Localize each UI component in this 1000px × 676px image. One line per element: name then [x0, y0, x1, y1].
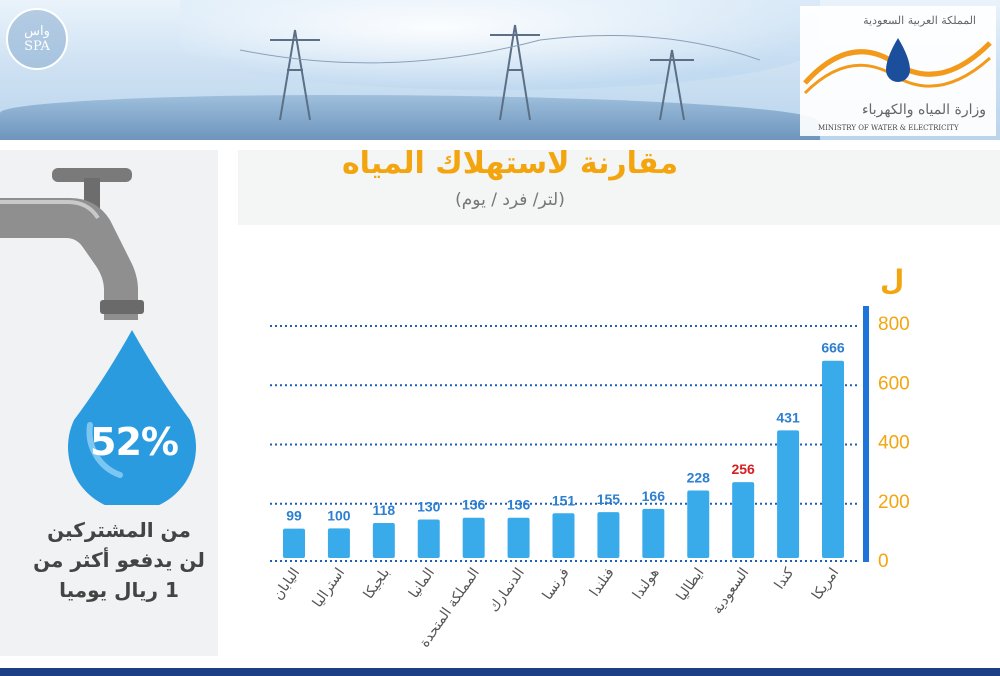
spa-logo-arabic: واس [24, 24, 50, 39]
bar-value-label: 136 [462, 497, 486, 513]
bar-value-label: 136 [507, 497, 531, 513]
title-band [238, 150, 1000, 225]
category-label: فنلندا [587, 565, 618, 600]
caption-line: لن يدفعو أكثر من [33, 548, 205, 572]
category-label: امريكا [809, 565, 842, 603]
bar-value-label: 99 [286, 508, 302, 524]
power-tower-icon [240, 24, 760, 120]
category-label: هولندا [630, 565, 663, 602]
y-tick-label: 400 [878, 433, 910, 454]
ministry-name-arabic: وزارة المياه والكهرباء [861, 102, 986, 118]
ministry-name-english: MINISTRY OF WATER & ELECTRICITY [818, 124, 959, 132]
bar-value-label: 666 [821, 340, 845, 356]
bar [597, 512, 620, 558]
y-tick-label: 800 [878, 314, 910, 335]
subscribers-caption: من المشتركين لن يدفعو أكثر من 1 ريال يوم… [28, 515, 210, 605]
bar [822, 360, 844, 558]
percent-value: 52% [90, 420, 179, 464]
category-label: السعودية [709, 565, 752, 617]
water-drop-logo-icon [803, 38, 992, 95]
category-label: اليابان [270, 565, 303, 603]
caption-line: 1 ريال يوميا [59, 578, 179, 602]
bar [283, 528, 305, 558]
chart-title: مقارنة لاستهلاك المياه [341, 146, 679, 181]
faucet-icon [0, 168, 144, 320]
bar [777, 430, 800, 558]
water-drop-icon [68, 330, 196, 505]
header-banner: واس SPA المملكة العربية السعودية وزارة ا… [0, 0, 1000, 140]
bottom-bar [0, 668, 1000, 676]
bar-value-label: 118 [373, 502, 396, 518]
category-label: ايطاليا [674, 565, 708, 604]
category-label: كندا [772, 565, 798, 593]
y-tick-label: 600 [878, 373, 910, 394]
bar-value-label: 166 [642, 488, 666, 504]
bar [552, 513, 575, 558]
y-axis-unit-label: ل [880, 264, 904, 297]
bar [642, 508, 665, 558]
bar [732, 482, 755, 558]
bar [462, 517, 485, 558]
bar [687, 490, 710, 558]
bar [372, 523, 395, 558]
bar-value-label: 151 [552, 492, 576, 508]
category-label: فرنسا [540, 565, 573, 603]
bar-value-label: 155 [597, 491, 621, 507]
spa-logo-latin: SPA [24, 39, 50, 54]
ministry-logo: المملكة العربية السعودية وزارة المياه وا… [800, 6, 996, 136]
category-label: المانيا [406, 565, 438, 601]
bar-value-label: 228 [687, 469, 711, 485]
caption-line: من المشتركين [47, 518, 191, 542]
spa-logo: واس SPA [6, 8, 68, 70]
y-axis-line [863, 306, 869, 562]
y-tick-label: 200 [878, 492, 910, 513]
category-label: بلجيكا [361, 565, 393, 602]
bar-value-label: 431 [776, 409, 800, 425]
bar-value-label: 130 [417, 498, 441, 514]
bar [507, 517, 530, 558]
bar [327, 528, 350, 558]
bar-value-label: 100 [327, 507, 351, 523]
category-label: استراليا [310, 565, 348, 610]
chart-subtitle: (لتر/ فرد / يوم) [455, 190, 565, 210]
bar [417, 519, 440, 558]
ministry-kingdom-text: المملكة العربية السعودية [863, 14, 976, 27]
bar-value-label: 256 [731, 461, 755, 477]
category-label: الدنمارك [486, 565, 528, 615]
y-tick-label: 0 [878, 551, 889, 572]
